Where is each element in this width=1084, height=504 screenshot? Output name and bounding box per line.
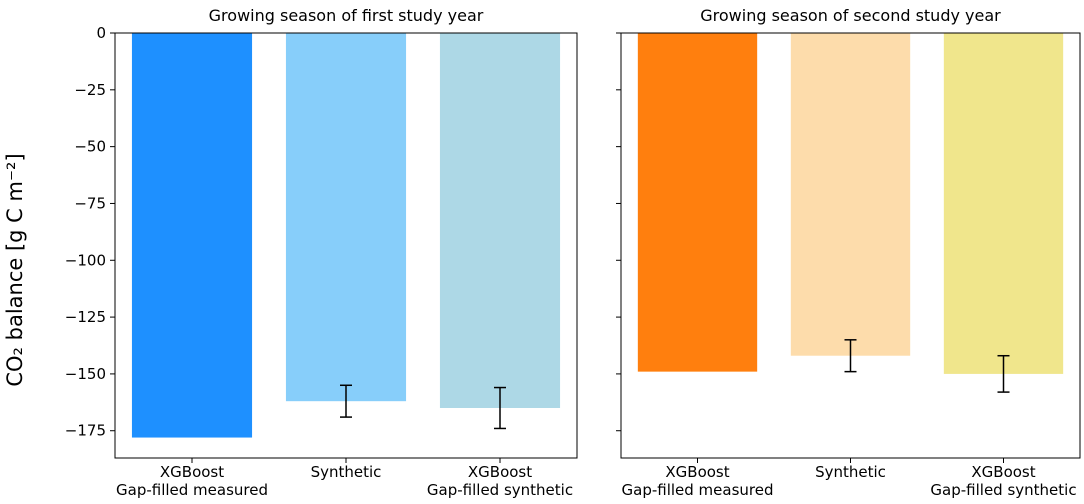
axes-frame (620, 32, 1081, 459)
bar (439, 33, 561, 408)
x-tick-label: XGBoost Gap-filled measured (116, 463, 268, 499)
bar (790, 33, 911, 356)
x-tick-label: Synthetic (311, 463, 382, 481)
bar (637, 33, 758, 372)
bar (943, 33, 1064, 374)
chart-title: Growing season of first study year (209, 6, 484, 25)
x-tick-label: Synthetic (815, 463, 886, 481)
x-tick-label: XGBoost Gap-filled synthetic (427, 463, 573, 499)
y-tick-label: −150 (65, 365, 106, 383)
axes-frame (114, 32, 578, 459)
y-tick-label: −125 (65, 308, 106, 326)
y-tick-label: −100 (65, 251, 106, 269)
y-tick-label: 0 (96, 24, 106, 42)
y-tick-label: −75 (74, 194, 106, 212)
y-tick-label: −175 (65, 422, 106, 440)
y-tick-label: −50 (74, 138, 106, 156)
bar (131, 33, 253, 438)
y-axis-label: CO₂ balance [g C m⁻²] (3, 153, 27, 386)
x-tick-label: XGBoost Gap-filled synthetic (930, 463, 1076, 499)
bar (285, 33, 407, 402)
chart-title: Growing season of second study year (700, 6, 1001, 25)
y-tick-label: −25 (74, 81, 106, 99)
x-tick-label: XGBoost Gap-filled measured (622, 463, 774, 499)
